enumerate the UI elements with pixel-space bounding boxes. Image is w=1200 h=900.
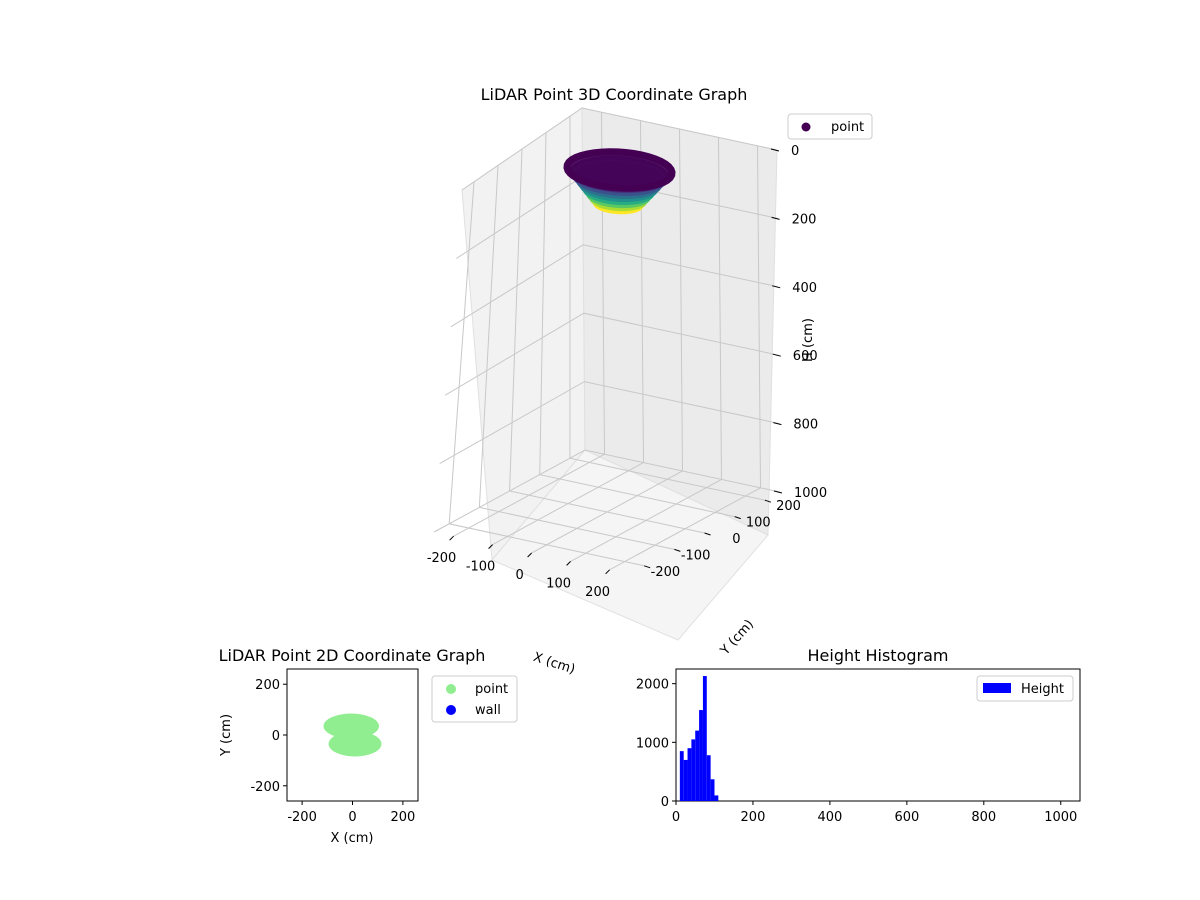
y-tick-3d-3 (734, 516, 741, 520)
point-cloud-3d (563, 148, 676, 215)
histogram-bar-6 (702, 676, 707, 801)
x-tick-label-2d-0: -200 (287, 810, 317, 825)
chart-histogram: 0 200 400 600 800 1000 0 1000 2000 Height Histog… (636, 646, 1081, 825)
histogram-bar-4 (695, 730, 700, 801)
histogram-bar-5 (699, 710, 703, 801)
z-tick-3d-4 (773, 422, 782, 426)
grid-3d (433, 107, 781, 571)
legend-2d-point-label: point (475, 682, 508, 697)
legend-histogram-swatch (983, 683, 1011, 693)
grid-h-0 (461, 107, 778, 191)
y-tick-label-hist-0: 0 (661, 795, 669, 810)
ticks-3d: -200-1000100200-200-10001002000200400600… (427, 144, 827, 600)
x-tick-3d-1 (488, 544, 493, 549)
y-tick-label-hist-2: 2000 (636, 678, 669, 693)
z-tick-3d-3 (772, 353, 781, 357)
y-tick-label-3d-0: -200 (651, 565, 681, 580)
x-tick-label-3d-2: 0 (515, 568, 523, 583)
y-axis-label-2d: Y (cm) (219, 714, 234, 757)
chart-2d-title: LiDAR Point 2D Coordinate Graph (219, 646, 486, 665)
legend-3d-point-label: point (831, 120, 864, 135)
y-tick-label-3d-3: 100 (746, 516, 771, 531)
x-tick-label-hist-5: 1000 (1044, 810, 1077, 825)
x-tick-label-hist-3: 600 (894, 810, 919, 825)
y-tick-label-2d-2: 200 (255, 678, 280, 693)
cloud-rim (563, 148, 676, 192)
x-tick-label-2d-1: 0 (348, 810, 356, 825)
x-tick-label-3d-1: -100 (466, 560, 496, 575)
x-tick-label-hist-0: 0 (672, 810, 680, 825)
y-tick-label-3d-1: -100 (681, 548, 711, 563)
legend-2d-point-marker (446, 684, 456, 694)
grid-h-3 (445, 312, 779, 396)
z-tick-3d-0 (770, 148, 780, 152)
y-tick-3d-2 (704, 532, 711, 536)
scatter-2d-points (323, 713, 382, 757)
scatter-point-region-1 (328, 731, 382, 757)
chart-2d-scatter: -200 0 200 -200 0 200 LiDAR Point 2D Coordina… (219, 646, 518, 846)
histogram-ticks: 0 200 400 600 800 1000 0 1000 2000 (636, 678, 1077, 825)
legend-3d: point (787, 113, 873, 140)
legend-histogram: Height (976, 675, 1074, 702)
z-tick-label-3d-3: 600 (793, 349, 818, 364)
z-axis-label-3d: H (cm) (801, 318, 816, 362)
y-tick-label-2d-0: -200 (250, 780, 280, 795)
grid-h-2 (450, 244, 779, 328)
z-tick-label-3d-1: 200 (792, 212, 817, 227)
legend-3d-point-marker (801, 122, 811, 132)
histogram-bar-8 (710, 779, 715, 801)
histogram-bar-9 (714, 795, 719, 801)
x-tick-label-hist-1: 200 (741, 810, 766, 825)
z-tick-3d-2 (772, 285, 781, 289)
chart-3d-title: LiDAR Point 3D Coordinate Graph (481, 85, 748, 104)
histogram-bars (679, 676, 719, 801)
histogram-bar-7 (706, 755, 711, 801)
z-tick-3d-5 (773, 490, 783, 494)
x-tick-3d-2 (527, 552, 532, 558)
y-tick-label-hist-1: 1000 (636, 736, 669, 751)
histogram-title: Height Histogram (808, 646, 949, 665)
x-tick-3d-0 (449, 535, 454, 541)
histogram-bar-0 (679, 751, 684, 801)
grid-h-5 (433, 449, 781, 533)
z-tick-3d-1 (771, 216, 780, 220)
z-tick-label-3d-0: 0 (791, 144, 799, 159)
histogram-bar-1 (683, 759, 688, 801)
x-tick-3d-4 (605, 569, 610, 575)
chart-3d: -200-1000100200-200-10001002000200400600… (427, 85, 873, 678)
x-tick-label-2d-2: 200 (390, 810, 415, 825)
legend-3d-frame (787, 113, 873, 140)
x-tick-label-hist-4: 800 (971, 810, 996, 825)
z-tick-label-3d-5: 1000 (794, 486, 827, 501)
x-tick-label-3d-4: 200 (585, 585, 610, 600)
x-axis-label-3d: X (cm) (531, 650, 577, 678)
y-tick-label-3d-4: 200 (776, 499, 801, 514)
y-tick-label-2d-1: 0 (272, 729, 280, 744)
legend-2d-wall-marker (446, 705, 456, 715)
x-tick-label-3d-0: -200 (427, 551, 457, 566)
x-tick-label-3d-3: 100 (546, 576, 571, 591)
legend-histogram-frame (976, 675, 1074, 702)
histogram-bar-2 (687, 748, 692, 801)
z-tick-label-3d-2: 400 (792, 281, 817, 296)
legend-2d: point wall (431, 675, 518, 723)
y-tick-3d-1 (674, 548, 681, 552)
y-tick-label-3d-2: 0 (732, 532, 740, 547)
y-axis-label-3d: Y (cm) (717, 617, 757, 659)
y-tick-3d-0 (644, 565, 651, 569)
grid-h-4 (439, 381, 780, 465)
x-tick-label-hist-2: 400 (817, 810, 842, 825)
histogram-bar-3 (691, 739, 696, 801)
legend-2d-wall-label: wall (475, 703, 501, 718)
y-tick-3d-4 (764, 499, 772, 503)
x-tick-3d-3 (566, 561, 571, 566)
scatter-2d-ticks: -200 0 200 -200 0 200 (250, 678, 415, 825)
z-tick-label-3d-4: 800 (793, 418, 818, 433)
legend-histogram-label: Height (1021, 682, 1064, 697)
pane-floor (491, 449, 769, 641)
x-axis-label-2d: X (cm) (331, 831, 374, 846)
